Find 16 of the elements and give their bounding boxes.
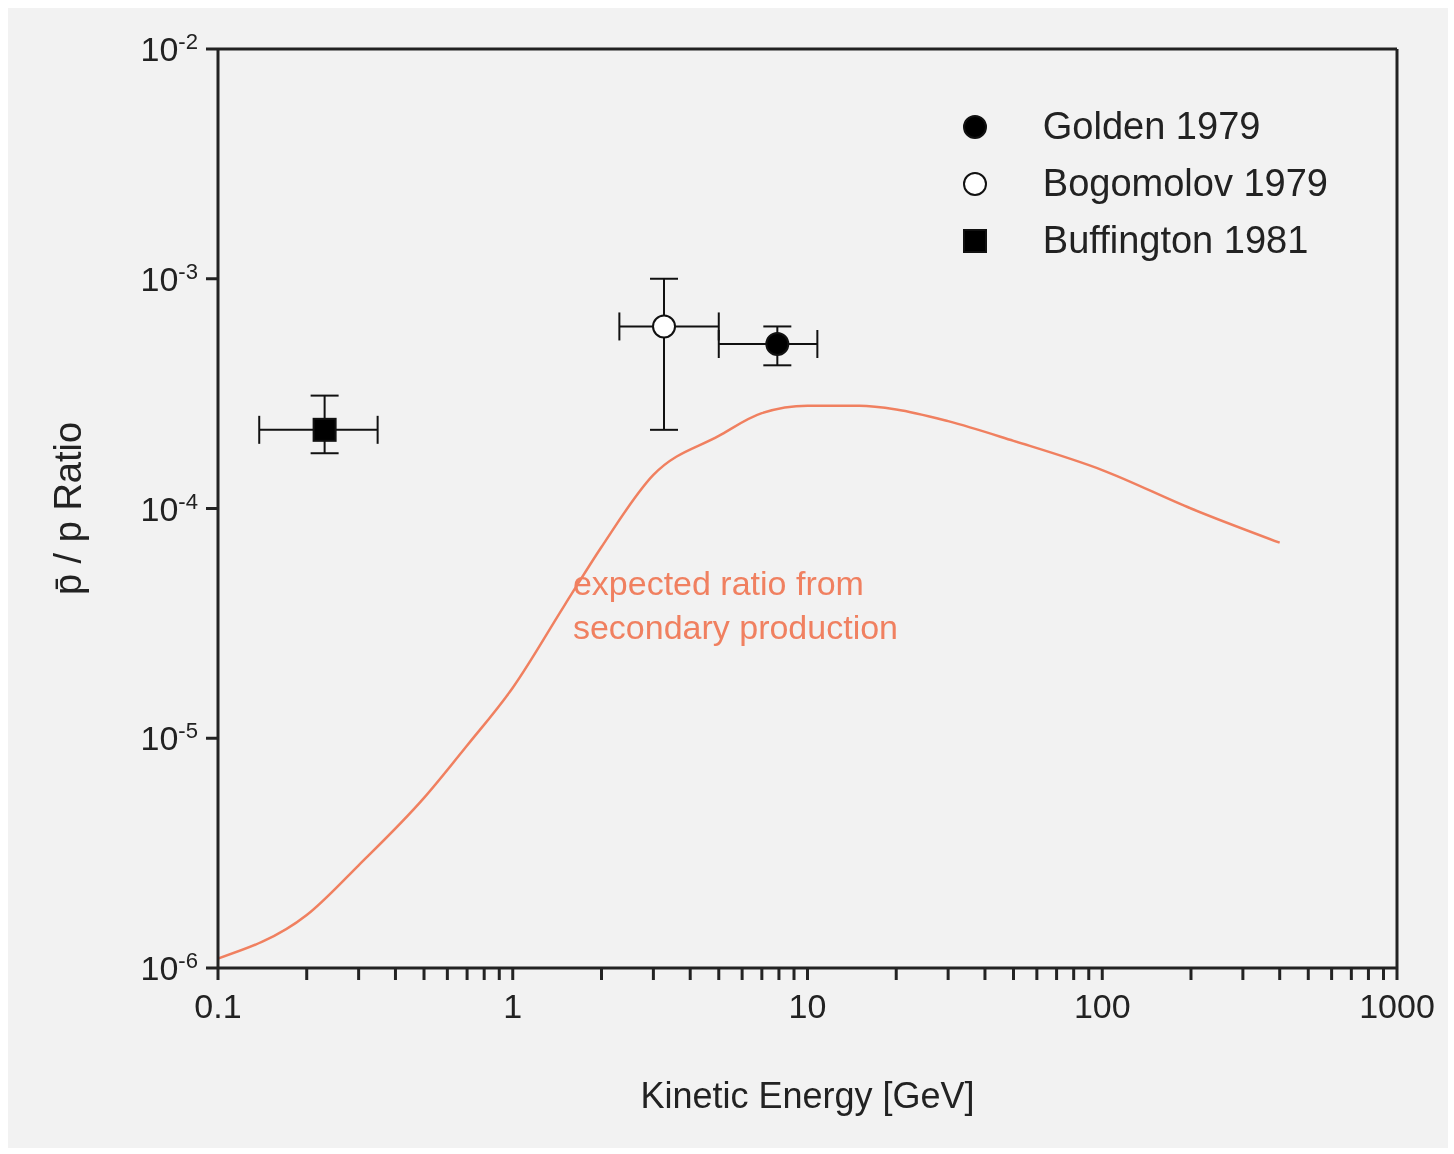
x-axis-title: Kinetic Energy [GeV] — [640, 1075, 975, 1116]
y-axis-title: p̄ / p Ratio — [47, 421, 90, 596]
x-tick-label: 0.1 — [194, 987, 242, 1025]
y-tick-label: 10$^{-4}$ — [140, 488, 198, 528]
y-tick-label: 10$^{-6}$ — [140, 947, 198, 987]
x-tick-label: 10 — [788, 987, 827, 1025]
x-tick-label: 1000 — [1359, 987, 1435, 1025]
y-tick-label: 10$^{-3}$ — [140, 258, 198, 298]
x-tick-label: 1 — [503, 987, 523, 1025]
legend-label: Bogomolov 1979 — [1042, 162, 1328, 205]
annotation: expected ratio from secondary production — [572, 564, 899, 647]
legend-label: Golden 1979 — [1042, 105, 1261, 148]
y-tick-label: 10$^{-2}$ — [140, 28, 198, 68]
x-tick-label: 100 — [1073, 987, 1131, 1025]
y-tick-label: 10$^{-5}$ — [140, 717, 198, 758]
legend-label: Buffington 1981 — [1042, 219, 1309, 262]
